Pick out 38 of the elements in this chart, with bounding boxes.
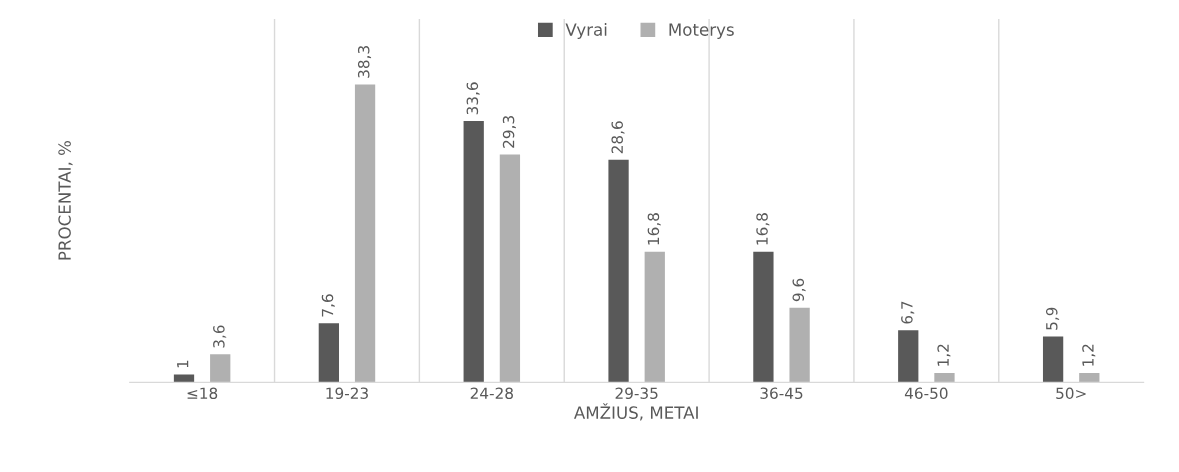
data-label: 1,2: [1082, 344, 1096, 366]
legend-label: Moterys: [669, 23, 734, 40]
y-axis-title: PROCENTAI, %: [58, 141, 73, 260]
data-label: 1: [177, 360, 189, 368]
bar: [354, 84, 376, 383]
data-label: 9,6: [792, 278, 806, 302]
data-label: 38,3: [357, 46, 372, 78]
x-tick-label: 24-28: [470, 387, 513, 400]
x-tick-label: 50>: [1056, 387, 1086, 400]
legend-label: Vyrai: [565, 22, 607, 40]
x-tick-label: ≤18: [187, 387, 218, 400]
bar: [934, 372, 955, 383]
bar: [1042, 336, 1064, 383]
bar: [1079, 372, 1100, 383]
x-tick-label: 46-50: [904, 387, 948, 400]
bar: [499, 154, 521, 383]
bar: [608, 159, 629, 383]
data-label: 28,6: [611, 121, 625, 154]
data-label: 5,9: [1045, 307, 1060, 330]
data-label: 29,3: [502, 116, 516, 148]
data-label: 33,6: [466, 82, 480, 115]
data-label: 7,6: [321, 294, 335, 317]
bar: [789, 307, 810, 383]
x-tick-label: 36-45: [760, 387, 803, 400]
data-label: 16,8: [756, 213, 770, 245]
x-axis-title: AMŽIUS, METAI: [573, 403, 698, 421]
bar: [753, 251, 774, 383]
x-tick-label: 19-23: [326, 387, 368, 400]
x-tick-label: 29-35: [615, 387, 658, 400]
bar: [463, 120, 484, 383]
bar: [898, 330, 919, 383]
data-label: 1,2: [937, 344, 951, 366]
data-label: 3,6: [213, 325, 227, 348]
data-label: 6,7: [901, 301, 915, 324]
bar: [210, 354, 231, 383]
bar: [318, 323, 339, 383]
bar: [644, 251, 665, 383]
data-label: 16,8: [647, 213, 661, 245]
